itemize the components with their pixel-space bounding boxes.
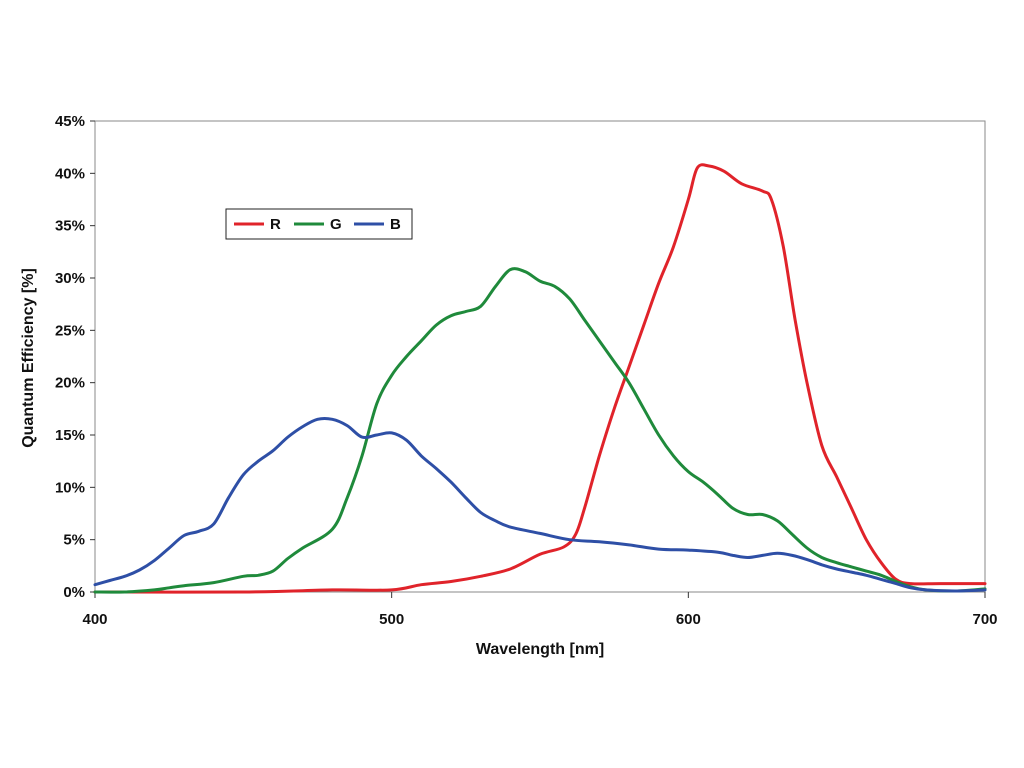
y-axis-title: Quantum Efficiency [%] — [20, 268, 37, 448]
y-tick-label: 25% — [55, 322, 85, 339]
series-line-r — [93, 163, 987, 594]
y-tick-label: 10% — [55, 479, 85, 496]
x-tick-label: 700 — [972, 611, 997, 628]
legend-label-r: R — [270, 216, 281, 233]
y-tick-label: 0% — [63, 584, 85, 601]
x-tick-label: 600 — [676, 611, 701, 628]
y-tick-label: 5% — [63, 532, 85, 549]
y-tick-label: 40% — [55, 165, 85, 182]
y-tick-label: 35% — [55, 218, 85, 235]
x-axis: 400 500 600 700 — [82, 592, 998, 628]
series-layer — [93, 163, 987, 594]
series-line-g — [93, 267, 987, 594]
legend-label-b: B — [390, 216, 401, 233]
series-line-b — [93, 416, 987, 593]
y-tick-label: 15% — [55, 427, 85, 444]
y-tick-label: 30% — [55, 270, 85, 287]
x-axis-title: Wavelength [nm] — [476, 641, 604, 658]
y-tick-label: 45% — [55, 113, 85, 130]
plot-area — [94, 120, 986, 593]
y-axis: 0% 5% 10% 15% 20% 25% 30% 35% 40% 45% — [55, 113, 95, 601]
y-tick-label: 20% — [55, 375, 85, 392]
x-tick-label: 400 — [82, 611, 107, 628]
legend-label-g: G — [330, 216, 342, 233]
x-tick-label: 500 — [379, 611, 404, 628]
